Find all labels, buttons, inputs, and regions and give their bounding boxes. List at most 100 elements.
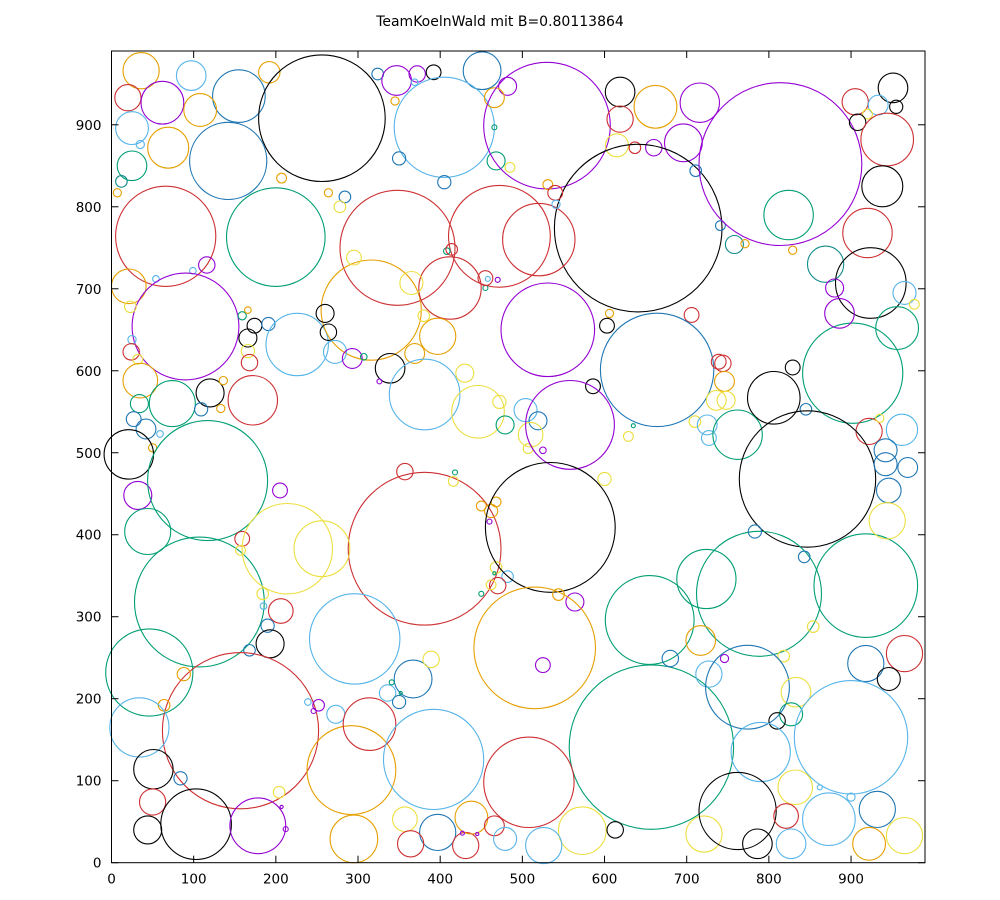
packed-circle [568,664,735,830]
packed-circle [451,469,459,476]
packed-circle [124,507,172,556]
packed-circle [483,61,611,190]
y-tick-label: 800 [76,200,102,216]
packed-circle [312,698,325,712]
packed-circle [858,790,896,829]
x-tick-label: 900 [838,872,864,888]
packed-circle [478,590,485,597]
packed-circle [131,272,240,381]
packed-circle [825,278,845,298]
packed-circle [622,430,634,442]
packed-circle [259,602,268,610]
packed-circle [484,275,491,282]
packed-circle [683,307,700,323]
packed-circle [304,698,312,706]
packed-circle [740,239,750,249]
packed-circle [451,384,505,439]
x-tick-label: 400 [427,872,453,888]
packed-circle [122,52,160,90]
packed-circle [129,394,149,414]
packed-circle [597,471,612,487]
packed-circle [374,352,406,384]
packed-circle [714,354,732,373]
packed-circle [867,94,889,116]
packed-circle [323,188,334,198]
packed-circle [133,536,265,668]
packed-circle [272,482,288,499]
packed-circle [847,644,885,683]
packed-circle [123,480,153,510]
packed-circle [630,423,636,429]
packed-circle [338,190,352,204]
packed-circle [557,806,607,856]
packed-circle [483,503,499,519]
packed-circle [176,666,191,682]
packed-circle [698,771,777,851]
packed-circle [160,788,232,861]
packed-circle [156,430,164,438]
packed-circle [382,708,485,811]
packed-circle [345,249,362,266]
packed-circle [189,121,268,201]
packed-circle [501,570,514,583]
packed-circle [885,413,919,446]
packed-circle [391,151,407,166]
packed-circle [547,184,564,201]
packed-circle [685,625,717,656]
packed-circle [216,403,226,414]
packed-circle [784,359,801,376]
packed-circle [133,815,163,845]
packed-circle [676,548,737,610]
packed-circle [454,800,489,835]
packed-circle [738,410,877,548]
packed-circle [267,598,294,624]
packed-circle [238,328,258,348]
packed-circle [645,138,663,157]
packed-circle [875,477,902,504]
packed-circle [534,657,551,674]
packed-circle [388,679,395,686]
packed-circle [873,438,898,463]
packed-circle [488,576,507,595]
x-tick-label: 500 [509,872,535,888]
packed-circle [175,60,207,91]
packed-circle [477,270,494,287]
packed-circle [551,199,561,209]
packed-circle [173,771,188,786]
packed-circle [742,828,773,860]
packed-circle [124,300,137,314]
packed-circle [628,141,642,155]
packed-circle [698,82,863,247]
packed-circle [225,187,326,287]
packed-circle [861,165,904,208]
packed-circle [885,634,924,673]
packed-circle [763,189,814,241]
packed-circle [114,84,142,112]
packed-circle [447,475,459,487]
packed-circle [604,308,615,319]
packed-circle [768,712,786,730]
packed-circle [498,76,518,96]
packed-circle [688,415,702,428]
packed-circle [388,358,461,431]
packed-circle [877,72,909,104]
x-tick-label: 100 [181,872,207,888]
packed-circle [716,390,736,410]
chart-title: TeamKoelnWald mit B=0.80113864 [376,14,624,30]
y-tick-label: 600 [76,364,102,380]
packed-circle [806,245,845,283]
x-tick-label: 200 [263,872,289,888]
packed-circle [775,828,807,860]
packed-circle [390,96,400,106]
packed-circle [606,821,624,839]
packed-circle [802,322,904,424]
packed-circle [392,806,418,833]
packed-circle [183,93,218,127]
packed-circle [797,550,811,564]
packed-circle [241,502,334,595]
packed-circle [410,78,419,87]
packed-circle [542,179,554,191]
packed-circle [862,108,873,120]
packed-circle [229,797,287,855]
packed-circle [399,270,424,296]
